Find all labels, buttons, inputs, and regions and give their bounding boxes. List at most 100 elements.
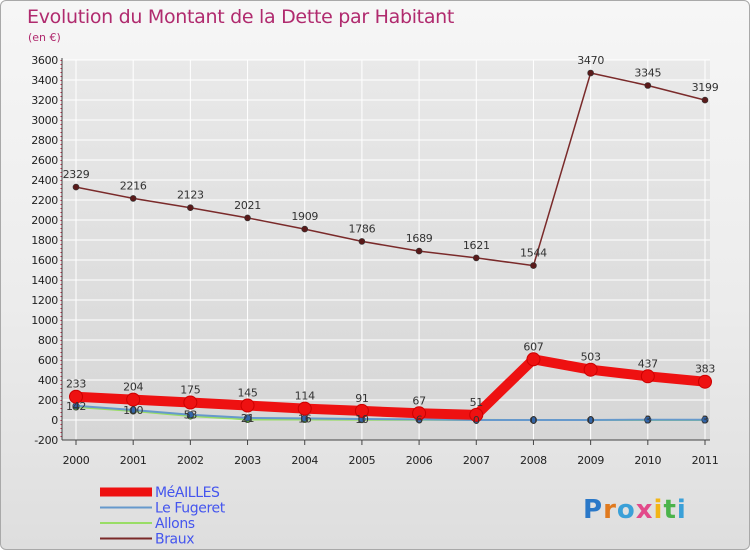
data-label: 142	[66, 400, 86, 413]
y-tick-label: 800	[38, 334, 58, 347]
plot-area	[62, 60, 710, 440]
data-label: 503	[581, 351, 601, 364]
x-tick-label: 2011	[692, 454, 719, 467]
data-label: 10	[355, 413, 369, 426]
y-tick-label: 2400	[31, 174, 58, 187]
data-point	[358, 238, 366, 245]
data-label: 437	[638, 357, 658, 370]
chart-title: Evolution du Montant de la Dette par Hab…	[27, 6, 455, 28]
data-label: 2021	[234, 199, 261, 212]
data-label: 51	[470, 396, 483, 409]
legend-label: Allons	[155, 516, 195, 532]
y-tick-label: 400	[38, 374, 58, 387]
data-point	[297, 401, 312, 416]
data-label: 175	[180, 384, 200, 397]
data-label: 3470	[577, 54, 604, 67]
data-point	[587, 416, 595, 424]
data-point	[126, 392, 141, 407]
y-tick-label: 1200	[31, 294, 58, 307]
y-tick-label: 3600	[31, 54, 58, 67]
data-point	[129, 195, 137, 202]
legend-label: Braux	[155, 532, 194, 548]
x-tick-label: 2007	[463, 454, 490, 467]
x-tick-label: 2003	[234, 454, 261, 467]
data-label: 383	[695, 363, 715, 376]
data-label: 0	[587, 414, 594, 427]
data-label: 3	[702, 414, 709, 427]
data-label: 2123	[177, 189, 204, 202]
grid	[62, 59, 710, 441]
data-point	[644, 82, 652, 89]
series	[69, 69, 712, 424]
data-label: 114	[295, 390, 315, 403]
data-point	[412, 406, 427, 421]
logo-text: Proxiti	[583, 495, 687, 525]
data-label: 0	[473, 414, 480, 427]
data-label: 2329	[63, 168, 90, 181]
data-label: 6	[416, 413, 423, 426]
y-tick-label: 600	[38, 354, 58, 367]
data-point	[244, 214, 251, 222]
axes: -200020040060080010001200140016001800200…	[31, 54, 718, 467]
data-label: 204	[123, 381, 143, 394]
data-point	[701, 96, 709, 104]
data-point	[240, 398, 255, 413]
data-point	[186, 411, 194, 419]
y-tick-label: 3200	[31, 94, 58, 107]
data-label: 1621	[463, 239, 490, 252]
x-tick-label: 2005	[349, 454, 376, 467]
data-label: 0	[530, 414, 537, 427]
data-point	[644, 416, 652, 424]
legend-label: Le Fugeret	[155, 501, 226, 517]
data-point	[244, 414, 252, 422]
data-label: 1689	[406, 232, 433, 245]
y-tick-label: 1000	[31, 314, 58, 327]
data-label: 3	[644, 414, 651, 427]
data-point	[698, 374, 712, 389]
y-tick-label: 1400	[31, 274, 58, 287]
y-tick-label: 2200	[31, 194, 58, 207]
data-point	[72, 183, 80, 191]
series-line-0	[71, 354, 710, 420]
data-label: 145	[237, 387, 257, 400]
data-point	[640, 369, 655, 384]
data-point	[69, 389, 83, 404]
y-tick-label: 3400	[31, 74, 58, 87]
x-tick-label: 2010	[634, 454, 661, 467]
y-tick-label: 2800	[31, 134, 58, 147]
y-tick-label: 2600	[31, 154, 58, 167]
data-label: 1909	[291, 210, 318, 223]
data-label: 53	[184, 409, 198, 422]
x-tick-label: 2009	[577, 454, 604, 467]
y-tick-label: 1800	[31, 234, 58, 247]
x-tick-label: 2001	[120, 454, 147, 467]
data-point	[187, 204, 194, 211]
y-tick-label: 3000	[31, 114, 58, 127]
data-point	[587, 69, 594, 77]
x-tick-label: 2002	[177, 454, 204, 467]
y-tick-label: -200	[34, 434, 58, 447]
data-label: 1544	[520, 247, 547, 260]
legend-label: MéAILLES	[155, 485, 220, 501]
data-point	[701, 416, 709, 424]
data-label: 100	[123, 404, 143, 417]
data-point	[301, 225, 309, 233]
data-label: 3199	[692, 81, 719, 94]
proxiti-logo: Proxiti	[583, 495, 687, 525]
y-tick-label: 2000	[31, 214, 58, 227]
data-point	[469, 407, 484, 422]
series-line-3	[75, 72, 706, 267]
y-tick-label: 0	[51, 414, 58, 427]
x-tick-label: 2000	[63, 454, 90, 467]
data-label: 233	[66, 378, 86, 391]
x-tick-label: 2008	[520, 454, 547, 467]
chart-unit: (en €)	[28, 31, 61, 44]
data-label: 16	[298, 412, 312, 425]
data-point	[129, 406, 137, 414]
x-tick-label: 2004	[291, 454, 318, 467]
data-label: 21	[241, 412, 254, 425]
data-label: 67	[412, 394, 426, 407]
